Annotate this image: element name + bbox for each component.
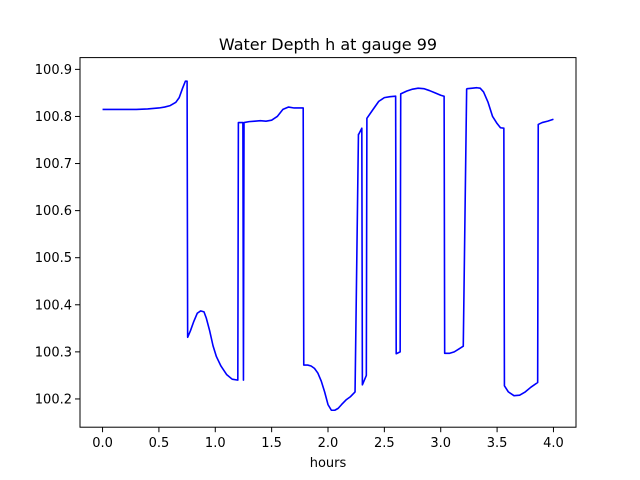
x-tick-label: 3.0 <box>430 436 451 451</box>
series-line-water-depth <box>102 80 554 412</box>
y-tick-label: 100.5 <box>35 251 72 266</box>
x-tick-label: 1.5 <box>261 436 282 451</box>
x-tick-label: 4.0 <box>543 436 564 451</box>
chart-title: Water Depth h at gauge 99 <box>219 35 437 54</box>
plot-frame <box>79 57 577 428</box>
y-tick-label: 100.3 <box>35 345 72 360</box>
y-tick-label: 100.6 <box>35 204 72 219</box>
x-tick-label: 3.5 <box>487 436 508 451</box>
x-tick-label: 0.5 <box>149 436 170 451</box>
plot-area <box>79 57 577 428</box>
y-tick-label: 100.2 <box>35 392 72 407</box>
x-tick-label: 0.0 <box>92 436 113 451</box>
x-axis-label: hours <box>310 456 347 471</box>
y-axis: 100.2 100.3 100.4 100.5 100.6 100.7 100.8 100.9 <box>35 63 80 407</box>
x-axis: 0.0 0.5 1.0 1.5 2.0 2.5 3.0 3.5 4.0 <box>92 427 564 451</box>
x-tick-label: 2.5 <box>374 436 395 451</box>
y-tick-label: 100.4 <box>35 298 72 313</box>
y-tick-label: 100.8 <box>35 110 72 125</box>
x-tick-label: 2.0 <box>318 436 339 451</box>
y-tick-label: 100.7 <box>35 157 72 172</box>
y-tick-label: 100.9 <box>35 63 72 78</box>
x-tick-label: 1.0 <box>205 436 226 451</box>
